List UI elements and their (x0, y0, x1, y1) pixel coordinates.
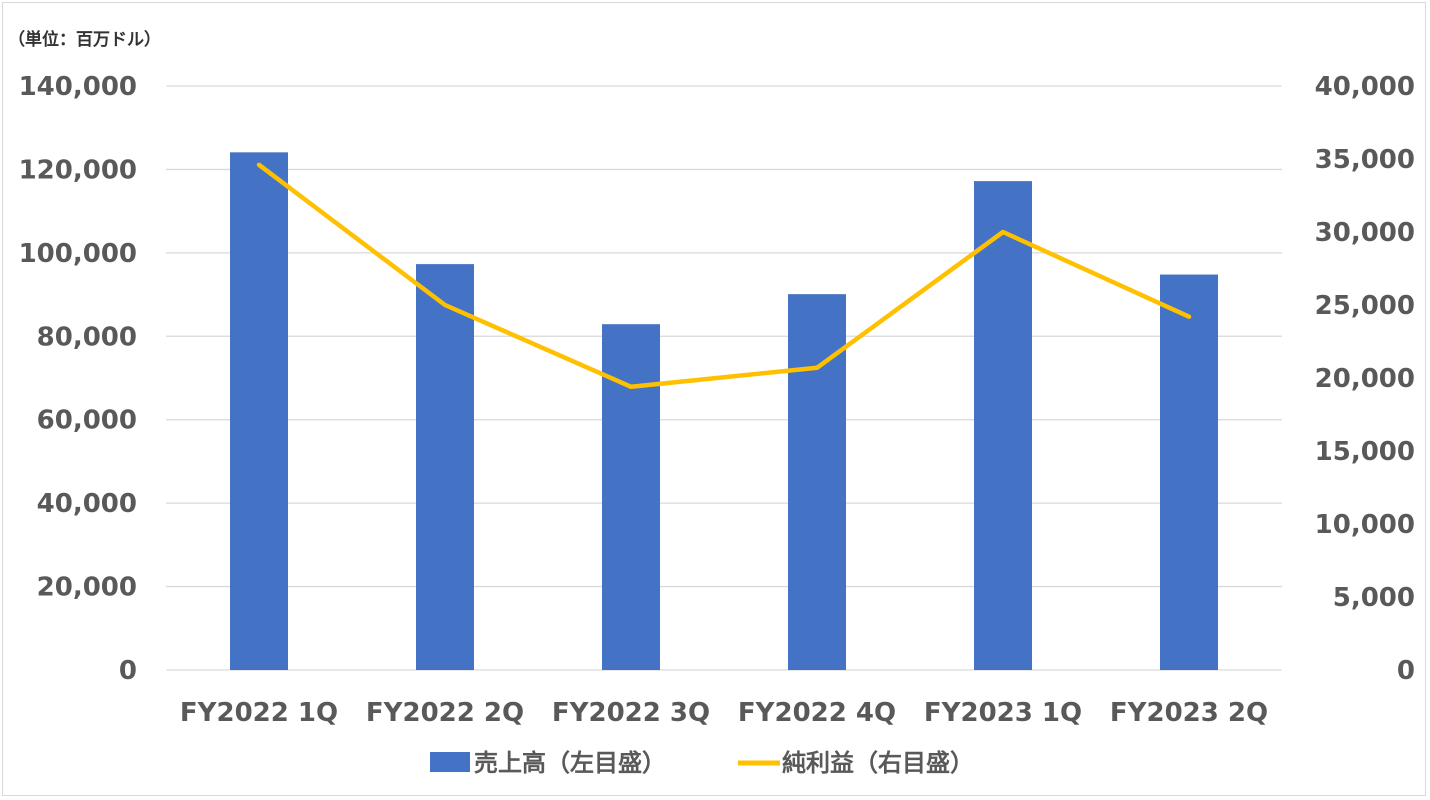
left-axis: 0 20,000 40,000 60,000 80,000 100,000 120,000 1… (19, 72, 137, 686)
bar-series (230, 152, 1218, 671)
unit-label: （単位：百万ドル） (8, 29, 161, 50)
left-tick-label: 60,000 (37, 406, 137, 436)
left-tick-label: 100,000 (19, 239, 137, 269)
category-label: FY2022 3Q (552, 698, 710, 728)
legend-bar-label: 売上高（左目盛） (474, 749, 666, 777)
right-tick-label: 5,000 (1333, 583, 1415, 613)
left-tick-label: 120,000 (19, 155, 137, 185)
right-tick-label: 30,000 (1315, 218, 1415, 248)
right-tick-label: 35,000 (1315, 145, 1415, 175)
category-label: FY2022 4Q (738, 698, 896, 728)
left-tick-label: 20,000 (37, 573, 137, 603)
bar-fy2022-3q (602, 324, 660, 670)
legend-line-label: 純利益（右目盛） (782, 749, 974, 777)
right-axis: 0 5,000 10,000 15,000 20,000 25,000 30,000 35,0… (1315, 72, 1415, 686)
net-income-line (256, 162, 1192, 390)
right-tick-label: 0 (1397, 656, 1415, 686)
category-label: FY2022 2Q (366, 698, 524, 728)
category-label: FY2022 1Q (180, 698, 338, 728)
gridlines (166, 85, 1282, 671)
right-tick-label: 20,000 (1315, 364, 1415, 394)
left-tick-label: 140,000 (19, 72, 137, 102)
left-tick-label: 0 (119, 656, 137, 686)
legend-bar-swatch (430, 752, 470, 772)
bar-fy2022-1q (230, 152, 288, 671)
left-tick-label: 80,000 (37, 322, 137, 352)
category-axis: FY2022 1Q FY2022 2Q FY2022 3Q FY2022 4Q FY20… (180, 698, 1268, 728)
bar-fy2023-2q (1160, 274, 1218, 670)
right-tick-label: 15,000 (1315, 437, 1415, 467)
left-tick-label: 40,000 (37, 489, 137, 519)
legend: 売上高（左目盛） 純利益（右目盛） (430, 749, 974, 777)
bar-fy2023-1q (974, 181, 1032, 670)
right-tick-label: 10,000 (1315, 510, 1415, 540)
bar-fy2022-2q (416, 264, 474, 670)
line-series (256, 162, 1192, 390)
category-label: FY2023 2Q (1110, 698, 1268, 728)
right-tick-label: 40,000 (1315, 72, 1415, 102)
bar-fy2022-4q (788, 294, 846, 670)
category-label: FY2023 1Q (924, 698, 1082, 728)
right-tick-label: 25,000 (1315, 291, 1415, 321)
